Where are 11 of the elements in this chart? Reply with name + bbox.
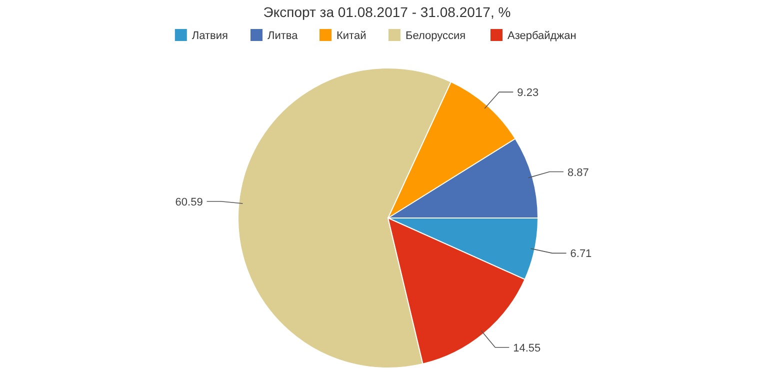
legend-label: Белоруссия (406, 30, 466, 42)
legend-label: Китай (336, 30, 366, 42)
legend-label: Азербайджан (508, 30, 576, 42)
data-label: 8.87 (568, 166, 589, 179)
legend-label: Литва (268, 30, 299, 42)
legend-label: Латвия (192, 30, 228, 42)
data-label: 14.55 (513, 342, 541, 354)
data-label: 60.59 (175, 196, 203, 208)
data-label: 6.71 (570, 248, 592, 260)
data-label: 9.23 (517, 87, 539, 100)
chart-title: Экспорт за 01.08.2017 - 31.08.2017, % (263, 4, 511, 20)
